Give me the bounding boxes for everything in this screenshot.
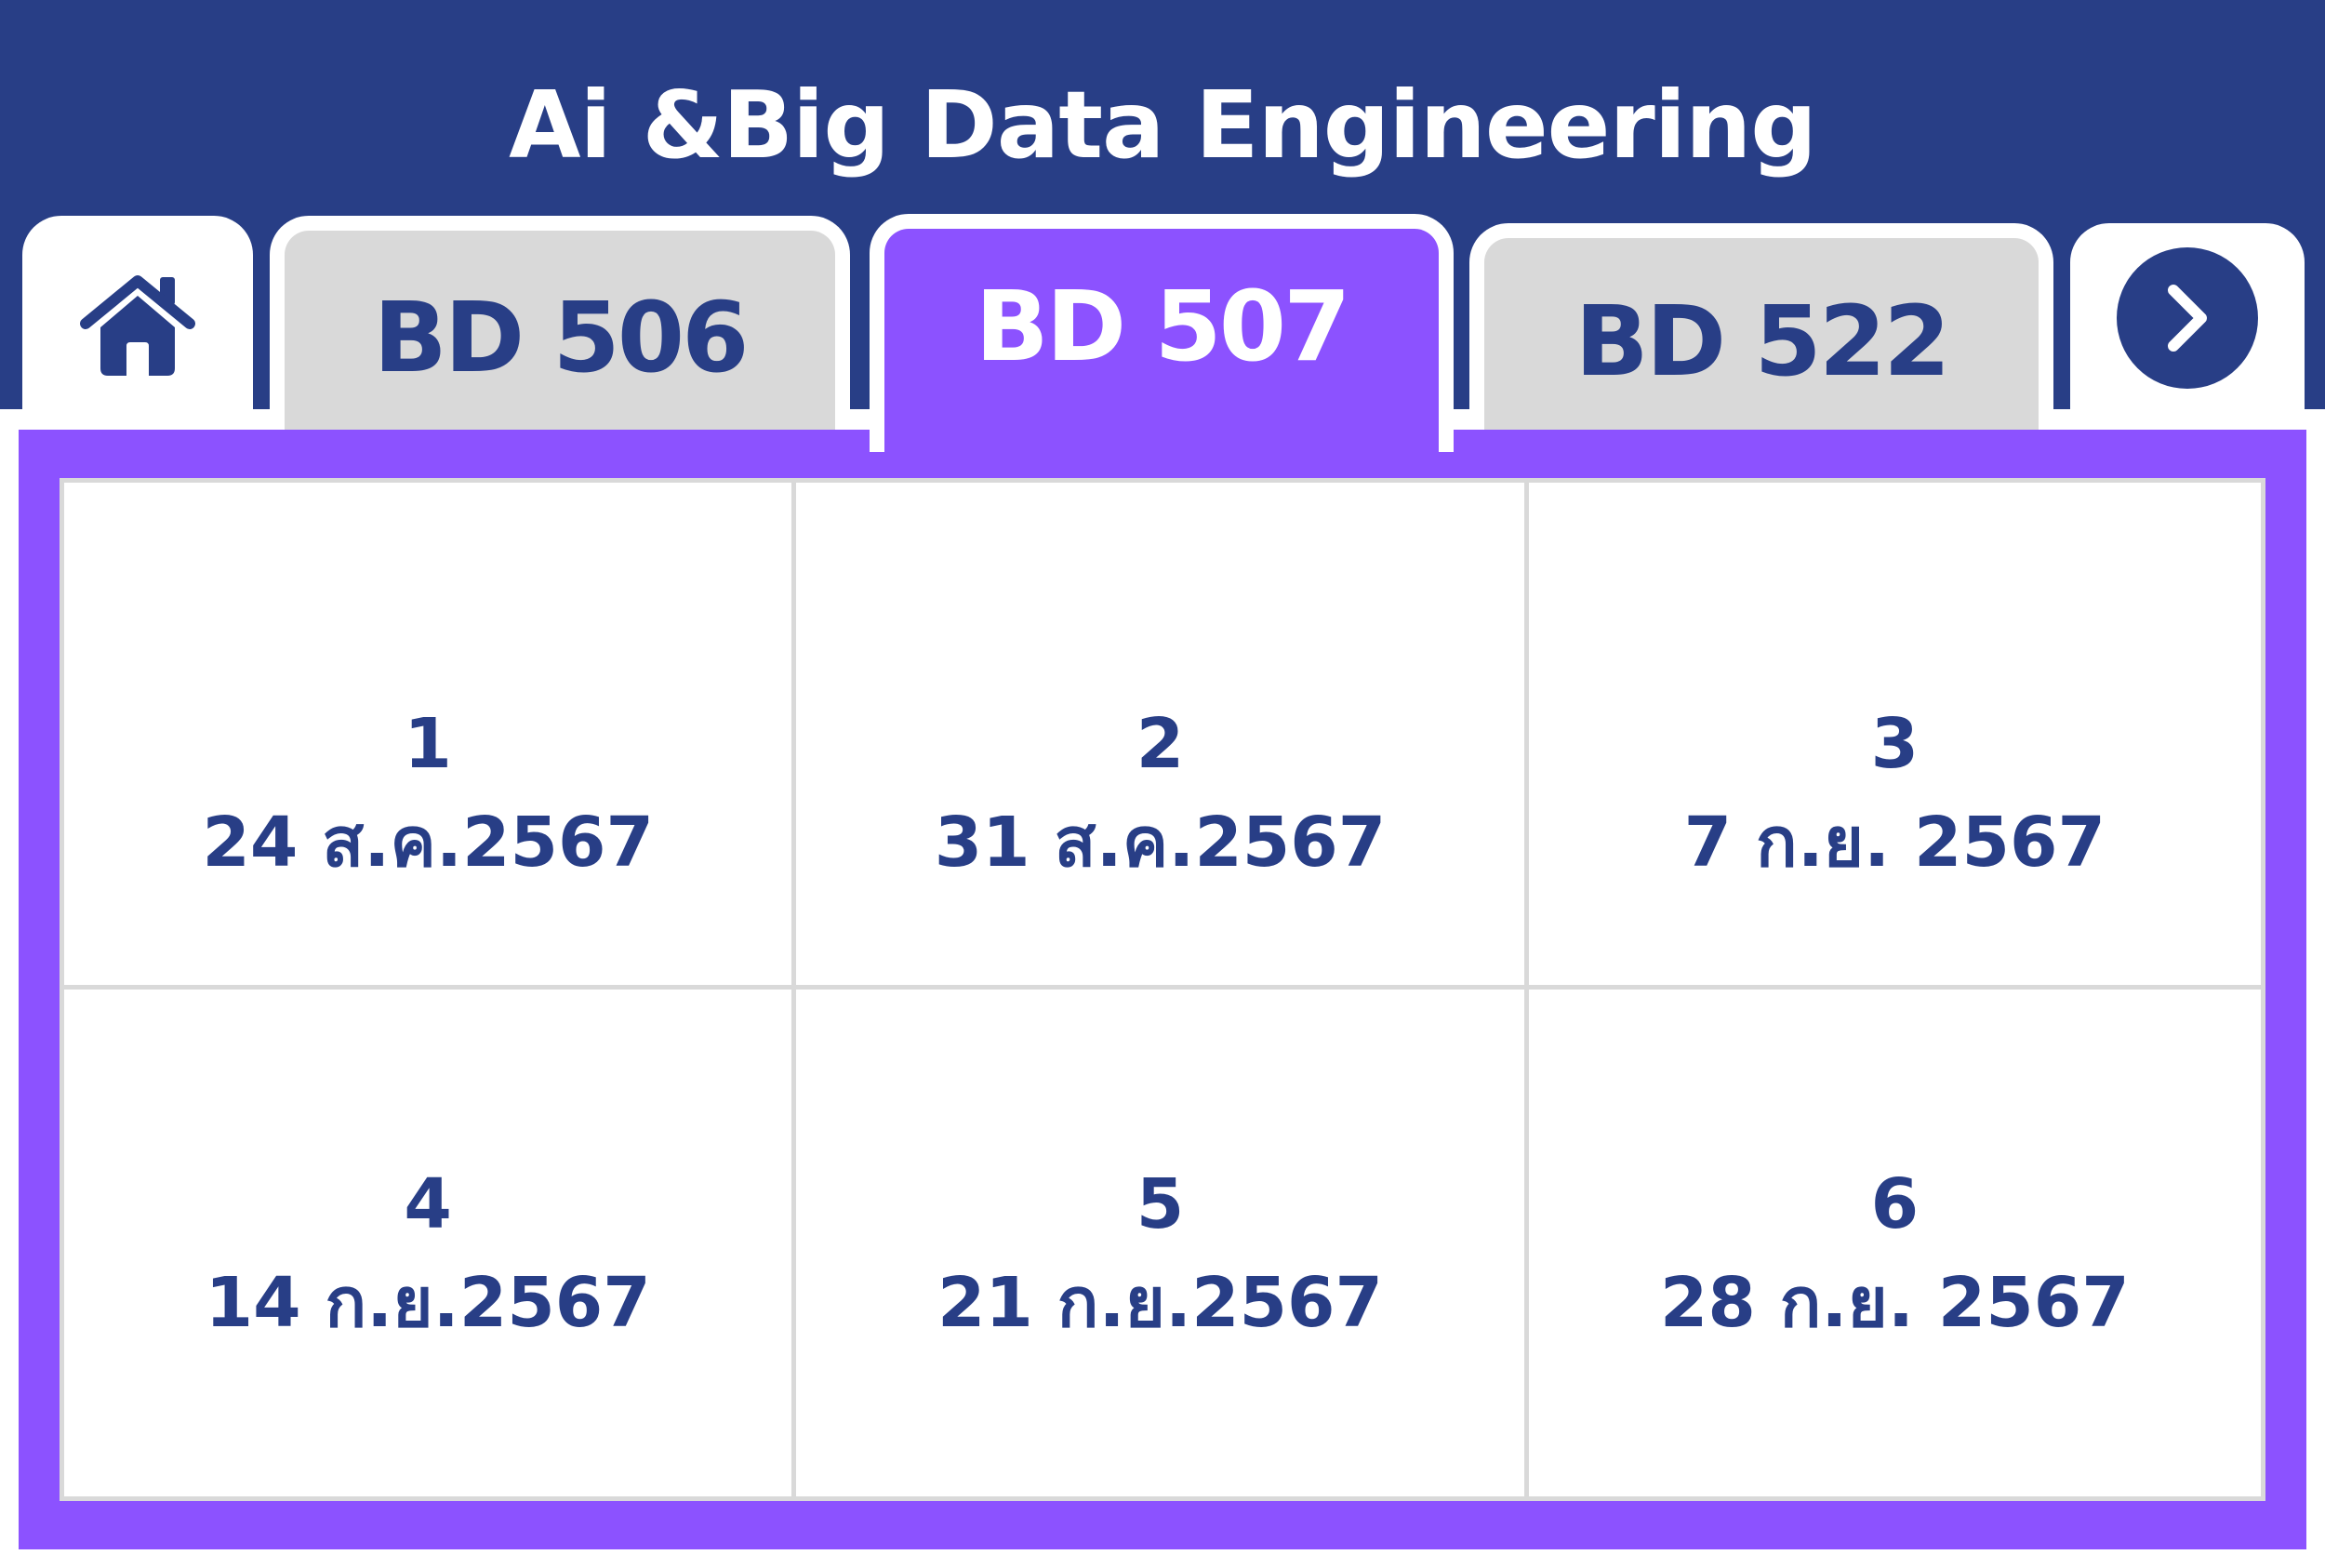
session-date: 28 ก.ย. 2567 (1659, 1263, 2130, 1343)
session-card-4[interactable]: 4 14 ก.ย.2567 (64, 990, 797, 1496)
session-date: 14 ก.ย.2567 (205, 1263, 651, 1343)
session-grid: 1 24 ส.ค.2567 2 31 ส.ค.2567 3 7 ก.ย. 256… (60, 478, 2265, 1501)
tab-bd-507[interactable]: BD 507 (870, 214, 1454, 452)
content-panel: 1 24 ส.ค.2567 2 31 ส.ค.2567 3 7 ก.ย. 256… (19, 430, 2306, 1549)
chevron-right-icon[interactable] (2117, 247, 2258, 389)
session-card-6[interactable]: 6 28 ก.ย. 2567 (1529, 990, 2261, 1496)
session-date: 7 ก.ย. 2567 (1683, 803, 2106, 883)
session-number: 2 (1136, 704, 1185, 784)
session-card-1[interactable]: 1 24 ส.ค.2567 (64, 483, 797, 990)
session-card-3[interactable]: 3 7 ก.ย. 2567 (1528, 483, 2261, 990)
session-number: 6 (1870, 1164, 1920, 1244)
session-card-5[interactable]: 5 21 ก.ย.2567 (796, 990, 1529, 1496)
next-button[interactable] (2070, 223, 2305, 432)
tab-label: BD 506 (373, 281, 750, 394)
session-number: 1 (404, 704, 452, 784)
home-icon (80, 272, 195, 381)
tab-label: BD 507 (975, 270, 1351, 383)
tab-bd-522[interactable]: BD 522 (1469, 223, 2053, 432)
session-number: 5 (1136, 1164, 1185, 1244)
session-number: 3 (1870, 704, 1920, 784)
session-date: 24 ส.ค.2567 (202, 803, 654, 883)
tab-label: BD 522 (1574, 285, 1951, 398)
session-date: 21 ก.ย.2567 (937, 1263, 1384, 1343)
session-card-2[interactable]: 2 31 ส.ค.2567 (796, 483, 1529, 990)
session-date: 31 ส.ค.2567 (934, 803, 1387, 883)
session-number: 4 (404, 1164, 452, 1244)
tab-bd-506[interactable]: BD 506 (270, 216, 850, 432)
tab-home[interactable] (22, 216, 253, 432)
page-title: Ai &Big Data Engineering (509, 71, 1817, 179)
